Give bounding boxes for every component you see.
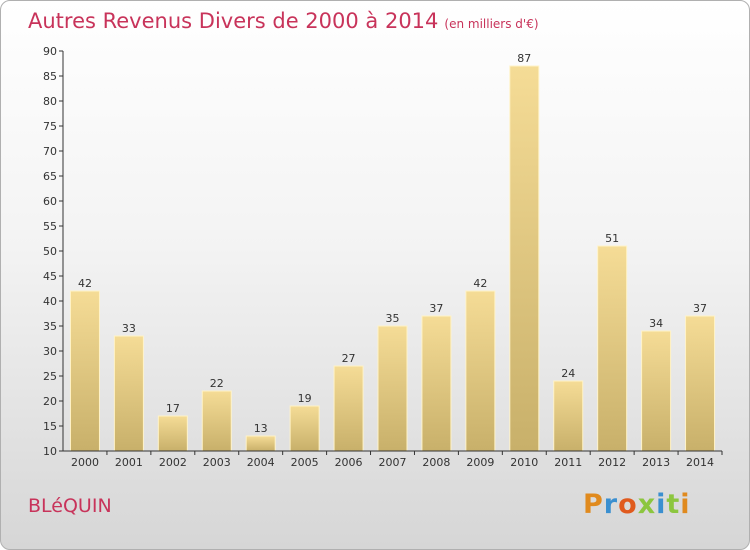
logo-letter: x <box>637 489 657 520</box>
y-tick-label: 30 <box>43 345 57 358</box>
x-tick-label: 2008 <box>422 456 450 469</box>
y-tick-label: 65 <box>43 170 57 183</box>
bar-value-label: 22 <box>210 377 224 390</box>
bar <box>641 330 672 452</box>
bar-value-label: 33 <box>122 322 136 335</box>
logo-letter: i <box>656 489 667 520</box>
bar <box>465 290 496 452</box>
bar <box>421 315 452 452</box>
logo-letter: t <box>666 489 681 520</box>
x-tick-label: 2010 <box>510 456 538 469</box>
bar-value-label: 24 <box>561 367 575 380</box>
bar-value-label: 42 <box>473 277 487 290</box>
x-tick-label: 2011 <box>554 456 582 469</box>
x-tick-label: 2014 <box>686 456 714 469</box>
x-tick-label: 2007 <box>379 456 407 469</box>
logo-letter: r <box>603 489 619 520</box>
bar <box>509 65 540 452</box>
x-tick-label: 2013 <box>642 456 670 469</box>
bar <box>685 315 716 452</box>
y-tick-label: 35 <box>43 320 57 333</box>
chart-title: Autres Revenus Divers de 2000 à 2014 (en … <box>28 9 539 33</box>
y-tick-label: 80 <box>43 95 57 108</box>
x-tick-label: 2002 <box>159 456 187 469</box>
y-tick-label: 55 <box>43 220 57 233</box>
x-tick-label: 2005 <box>291 456 319 469</box>
bar <box>553 380 584 452</box>
bar <box>289 405 320 452</box>
y-tick-label: 50 <box>43 245 57 258</box>
y-tick-label: 85 <box>43 70 57 83</box>
bar <box>69 290 100 452</box>
chart-subtitle: (en milliers d'€) <box>444 17 539 31</box>
bar-value-label: 34 <box>649 317 663 330</box>
logo-letter: i <box>680 489 691 520</box>
bar <box>597 245 628 452</box>
bar-value-label: 19 <box>298 392 312 405</box>
bar-value-label: 27 <box>342 352 356 365</box>
y-tick-label: 25 <box>43 370 57 383</box>
proxiti-logo: Proxiti <box>583 489 691 520</box>
x-tick-label: 2006 <box>335 456 363 469</box>
bar-value-label: 51 <box>605 232 619 245</box>
y-tick-label: 15 <box>43 420 57 433</box>
y-tick-label: 40 <box>43 295 57 308</box>
y-tick-label: 90 <box>43 45 57 58</box>
y-tick-label: 70 <box>43 145 57 158</box>
x-tick-label: 2012 <box>598 456 626 469</box>
chart-title-text: Autres Revenus Divers de 2000 à 2014 <box>28 9 439 33</box>
bar <box>333 365 364 452</box>
bar-value-label: 37 <box>693 302 707 315</box>
y-tick-label: 60 <box>43 195 57 208</box>
bar <box>201 390 232 452</box>
bar-value-label: 87 <box>517 52 531 65</box>
x-tick-label: 2003 <box>203 456 231 469</box>
bar <box>157 415 188 452</box>
logo-letter: o <box>618 489 638 520</box>
y-tick-label: 20 <box>43 395 57 408</box>
axes-group: 2000 2001 2002 2003 2004 2005 2006 2007 2008 2009… <box>43 45 723 469</box>
x-tick-label: 2000 <box>71 456 99 469</box>
bar <box>377 325 408 452</box>
town-name: BLéQUIN <box>28 495 112 517</box>
x-tick-label: 2001 <box>115 456 143 469</box>
y-tick-label: 75 <box>43 120 57 133</box>
bar-value-label: 13 <box>254 422 268 435</box>
bar <box>113 335 144 452</box>
bar-value-label: 17 <box>166 402 180 415</box>
bar-value-label: 37 <box>429 302 443 315</box>
x-tick-label: 2009 <box>466 456 494 469</box>
y-tick-label: 45 <box>43 270 57 283</box>
x-tick-label: 2004 <box>247 456 275 469</box>
bar-value-label: 42 <box>78 277 92 290</box>
y-tick-label: 10 <box>43 445 57 458</box>
bar <box>245 435 276 452</box>
bar-value-label: 35 <box>386 312 400 325</box>
bars-group: 42 33 17 22 13 19 27 35 37 42 87 24 51 34 37 <box>69 52 716 452</box>
logo-letter: P <box>583 489 604 520</box>
